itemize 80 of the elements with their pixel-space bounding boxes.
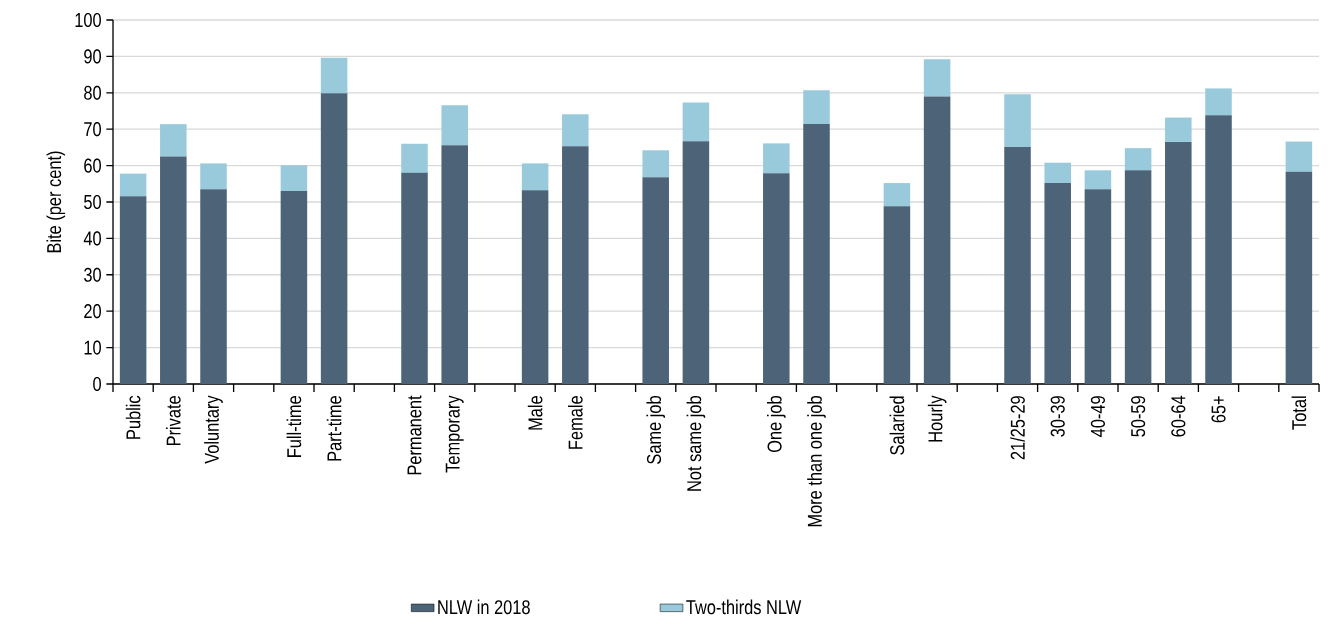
x-tick-label: Same job — [646, 396, 666, 464]
x-tick-label: Hourly — [927, 395, 947, 442]
legend-label: Two-thirds NLW — [686, 599, 802, 615]
bar — [1004, 147, 1031, 384]
x-tick-label: Salaried — [889, 396, 905, 455]
y-axis-title: Bite (per cent) — [46, 151, 66, 253]
bar — [883, 206, 911, 384]
bar — [763, 173, 790, 384]
bar — [280, 165, 308, 192]
bar — [1285, 141, 1313, 172]
y-tick-label: 50 — [84, 194, 101, 210]
x-tick-label: Female — [567, 396, 583, 449]
bar — [441, 105, 468, 146]
bar — [562, 114, 589, 147]
x-tick-label: Voluntary — [204, 395, 223, 464]
bar — [562, 146, 589, 384]
bar — [1124, 170, 1152, 384]
legend-label: NLW in 2018 — [438, 599, 530, 615]
y-tick-label: 10 — [84, 340, 101, 355]
bar — [119, 173, 147, 197]
bar — [441, 145, 468, 384]
bar — [320, 93, 348, 384]
y-tick-label: 90 — [84, 49, 101, 64]
y-tick-label: 30 — [84, 267, 101, 282]
x-tick-label: 60-64 — [1171, 395, 1186, 437]
y-tick-label: 60 — [84, 158, 101, 173]
x-tick-label: 50-59 — [1131, 396, 1146, 437]
bar — [1205, 88, 1232, 116]
x-tick-label: Full-time — [286, 396, 302, 457]
x-tick-label: Not same job — [686, 396, 706, 491]
bar — [642, 150, 669, 178]
bar — [521, 163, 549, 191]
bar — [1165, 117, 1192, 142]
bar — [763, 143, 790, 174]
bar — [1124, 148, 1152, 171]
bar — [803, 90, 830, 125]
bar — [642, 177, 669, 384]
bar — [1165, 141, 1192, 384]
bar — [803, 124, 830, 384]
bar — [1205, 115, 1232, 384]
bar — [200, 163, 227, 190]
x-tick-label: 40-49 — [1090, 396, 1105, 437]
bar — [401, 143, 428, 173]
bar — [280, 191, 308, 384]
x-tick-label: Private — [165, 396, 181, 446]
bar — [160, 156, 187, 384]
x-tick-label: 30-39 — [1050, 396, 1065, 437]
x-tick-label: One job — [766, 396, 786, 453]
y-tick-label: 40 — [83, 231, 101, 246]
x-tick-label: Public — [125, 395, 141, 439]
bar — [1084, 189, 1112, 384]
x-tick-label: 21/25-29 — [1010, 396, 1025, 460]
bar — [1084, 170, 1112, 190]
x-tick-label: Permanent — [407, 395, 422, 475]
bar — [682, 102, 710, 142]
y-tick-label: 20 — [84, 304, 101, 319]
x-tick-label: Temporary — [445, 395, 464, 473]
y-tick-label: 100 — [75, 12, 101, 28]
x-tick-label: 65+ — [1211, 396, 1226, 423]
bar — [320, 57, 348, 94]
bar — [1044, 183, 1071, 384]
bar — [119, 196, 147, 384]
bar — [923, 96, 951, 384]
y-tick-label: 80 — [84, 85, 101, 100]
y-tick-label: 0 — [93, 376, 101, 392]
bar — [200, 189, 227, 384]
x-tick-label: Total — [1291, 396, 1307, 430]
y-tick-label: 70 — [84, 122, 101, 137]
bar — [1004, 94, 1031, 148]
bar — [682, 141, 710, 384]
bar — [883, 183, 911, 207]
bar — [521, 190, 549, 384]
bar — [1285, 171, 1313, 384]
bar — [401, 172, 428, 384]
bar — [1044, 162, 1071, 184]
x-tick-label: Part-time — [326, 396, 342, 461]
x-tick-label: Male — [527, 396, 543, 430]
bar — [923, 59, 951, 97]
x-tick-label: More than one job — [807, 396, 826, 527]
bar — [160, 124, 187, 157]
